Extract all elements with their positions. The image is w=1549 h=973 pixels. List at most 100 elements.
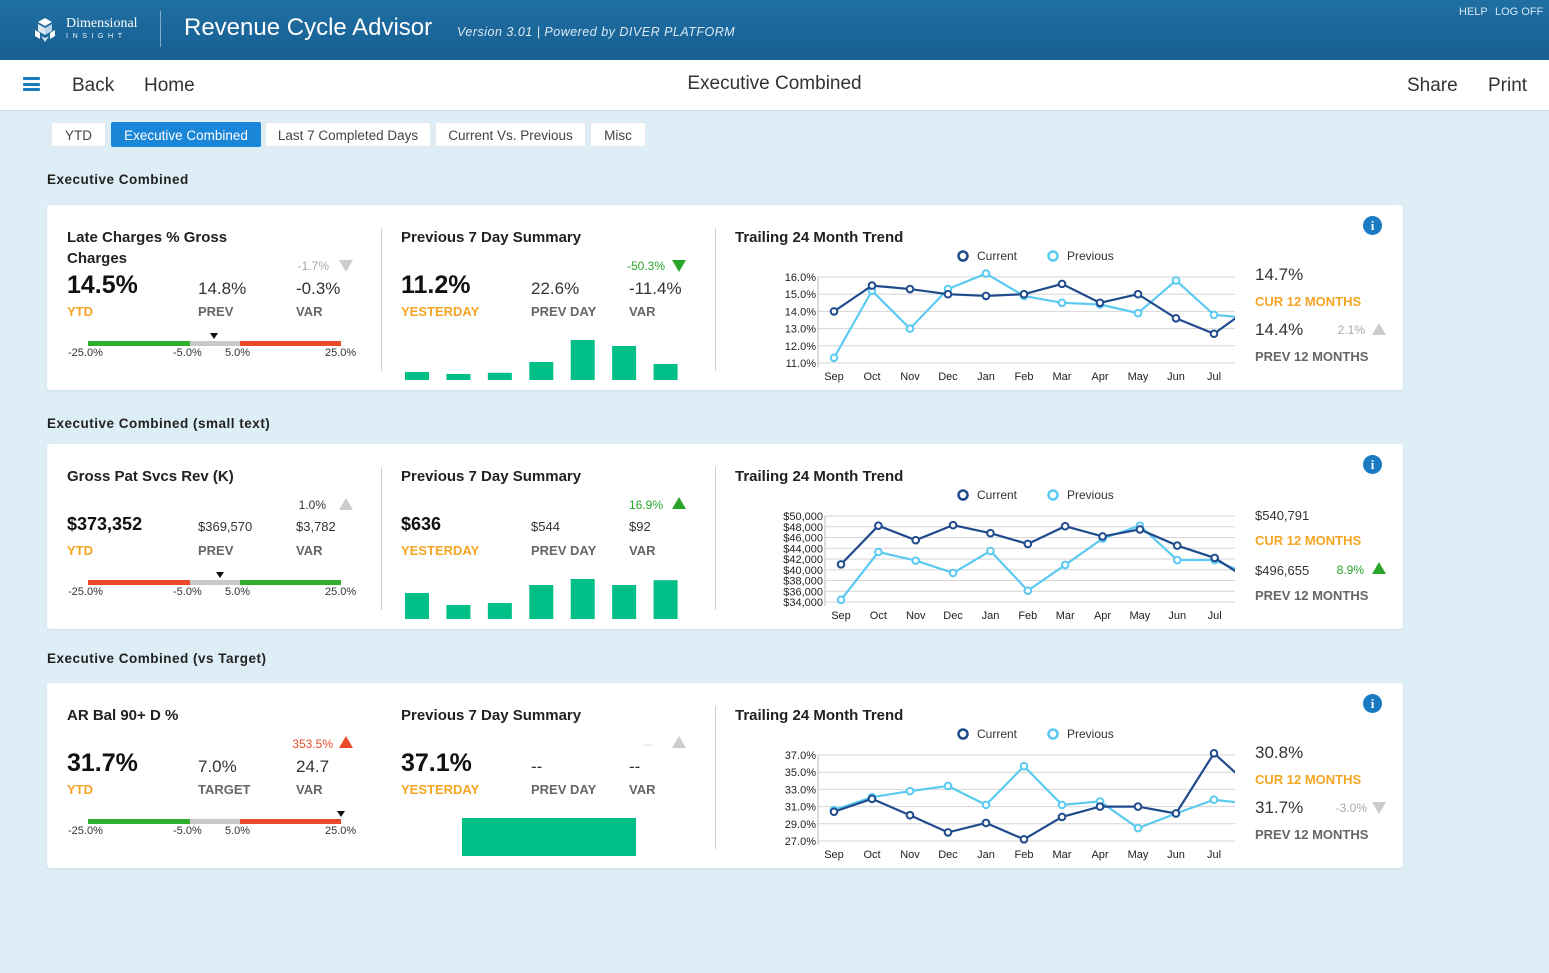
data-point: [829, 807, 839, 817]
divider: [715, 467, 716, 610]
x-tick-label: Feb: [1015, 371, 1034, 383]
dimensional-insight-logo: Dimensional INSIGHT: [30, 16, 142, 46]
scale-label: -25.0%: [68, 586, 103, 598]
data-point: [1172, 555, 1182, 565]
legend-previous-label: Previous: [1067, 488, 1114, 502]
info-icon[interactable]: i: [1363, 216, 1382, 235]
data-point: [905, 786, 915, 796]
data-point: [981, 291, 991, 301]
trend-title: Trailing 24 Month Trend: [735, 468, 904, 485]
summary-change: --: [644, 737, 652, 751]
y-tick-label: $42,000: [783, 554, 823, 566]
data-point: [1057, 298, 1067, 308]
up-arrow-icon: [1372, 323, 1386, 335]
data-point: [1171, 276, 1181, 285]
x-tick-label: Mar: [1056, 610, 1075, 622]
back-button[interactable]: Back: [72, 75, 115, 96]
target-label: TARGET: [198, 782, 251, 797]
bar: [487, 603, 512, 619]
data-point: [1057, 800, 1067, 810]
info-icon[interactable]: i: [1363, 694, 1382, 713]
prev-day-label: PREV DAY: [531, 543, 597, 558]
data-point: [829, 307, 839, 316]
data-point: [836, 595, 846, 605]
data-point: [948, 568, 958, 578]
x-tick-label: Apr: [1094, 610, 1111, 622]
tab-executive-combined[interactable]: Executive Combined: [111, 122, 261, 147]
cur12-value: $540,791: [1255, 508, 1310, 523]
chart-legend: Current Previous: [957, 488, 1114, 502]
y-tick-label: $48,000: [783, 522, 823, 534]
summary-change: -50.3%: [626, 259, 665, 273]
gauge-neutral: [190, 580, 240, 585]
bar: [405, 593, 429, 619]
data-point: [1023, 539, 1033, 549]
series-line-current: [833, 751, 1235, 841]
data-point: [1172, 541, 1182, 550]
yesterday-label: YESTERDAY: [401, 304, 480, 319]
gauge-green: [88, 819, 190, 824]
data-point: [1133, 289, 1143, 299]
bar: [612, 346, 637, 380]
metric-card-late-charges: Late Charges % Gross Charges 14.5% YTD 1…: [47, 205, 1403, 390]
divider: [381, 228, 382, 371]
share-button[interactable]: Share: [1407, 75, 1458, 96]
var-label: VAR: [296, 543, 323, 558]
prev12-value: 14.4%: [1255, 320, 1304, 339]
legend-previous-marker: [1047, 489, 1059, 501]
x-tick-label: Jul: [1208, 610, 1222, 622]
info-icon[interactable]: i: [1363, 455, 1382, 474]
data-point: [1098, 532, 1107, 541]
app-title: Revenue Cycle Advisor: [184, 14, 433, 41]
x-tick-label: Mar: [1053, 849, 1072, 861]
section-title: Executive Combined (small text): [47, 416, 271, 431]
prev-day-label: PREV DAY: [531, 304, 597, 319]
tab-ytd[interactable]: YTD: [51, 122, 106, 147]
data-point: [905, 810, 915, 820]
summary-var-label: VAR: [629, 782, 656, 797]
x-tick-label: Dec: [938, 371, 958, 383]
x-tick-label: Oct: [870, 610, 887, 622]
tab-last-7-completed-days[interactable]: Last 7 Completed Days: [265, 122, 431, 147]
tab-misc[interactable]: Misc: [590, 122, 646, 147]
prev-label: PREV: [198, 543, 234, 558]
side-change: 2.1%: [1337, 323, 1365, 337]
prev-value: 14.8%: [198, 279, 247, 298]
data-point: [981, 269, 991, 278]
trend-line-chart: Current Previous $50,000$48,000$46,000$44,…: [783, 488, 1235, 622]
gauge-red: [88, 580, 190, 585]
tab-current-vs-previous[interactable]: Current Vs. Previous: [435, 122, 586, 147]
scale-label: 5.0%: [225, 825, 251, 837]
legend-current-label: Current: [977, 727, 1018, 741]
x-tick-label: Oct: [863, 849, 880, 861]
scale-label: 25.0%: [325, 347, 357, 359]
ytd-value: $373,352: [67, 514, 143, 534]
legend-previous-label: Previous: [1067, 727, 1114, 741]
x-tick-label: Jan: [982, 610, 1000, 622]
help-link[interactable]: HELP: [1459, 6, 1488, 18]
data-point: [1210, 553, 1219, 563]
hamburger-menu-icon[interactable]: [23, 77, 40, 91]
cube-logo-icon: [35, 18, 55, 42]
print-button[interactable]: Print: [1488, 75, 1528, 96]
seven-day-bar-chart: [405, 340, 678, 380]
legend-current-marker: [957, 489, 969, 501]
var-change: -1.7%: [297, 259, 329, 273]
y-tick-label: $44,000: [783, 543, 823, 555]
bar: [405, 372, 429, 380]
var-value: $3,782: [296, 519, 336, 534]
data-point: [836, 560, 846, 569]
data-point: [986, 528, 995, 538]
prev-value: $369,570: [198, 519, 253, 534]
chart-legend: Current Previous: [957, 727, 1114, 741]
page-title: Executive Combined: [687, 73, 862, 94]
data-point: [1019, 761, 1029, 771]
x-tick-label: Sep: [831, 610, 851, 622]
gauge-marker-icon: [209, 333, 218, 339]
series-line-previous: [833, 272, 1235, 359]
var-label: VAR: [296, 304, 323, 319]
logoff-link[interactable]: LOG OFF: [1495, 6, 1544, 18]
summary-var-value: -11.4%: [629, 279, 682, 298]
home-button[interactable]: Home: [144, 75, 195, 96]
yesterday-value: 37.1%: [401, 749, 472, 777]
